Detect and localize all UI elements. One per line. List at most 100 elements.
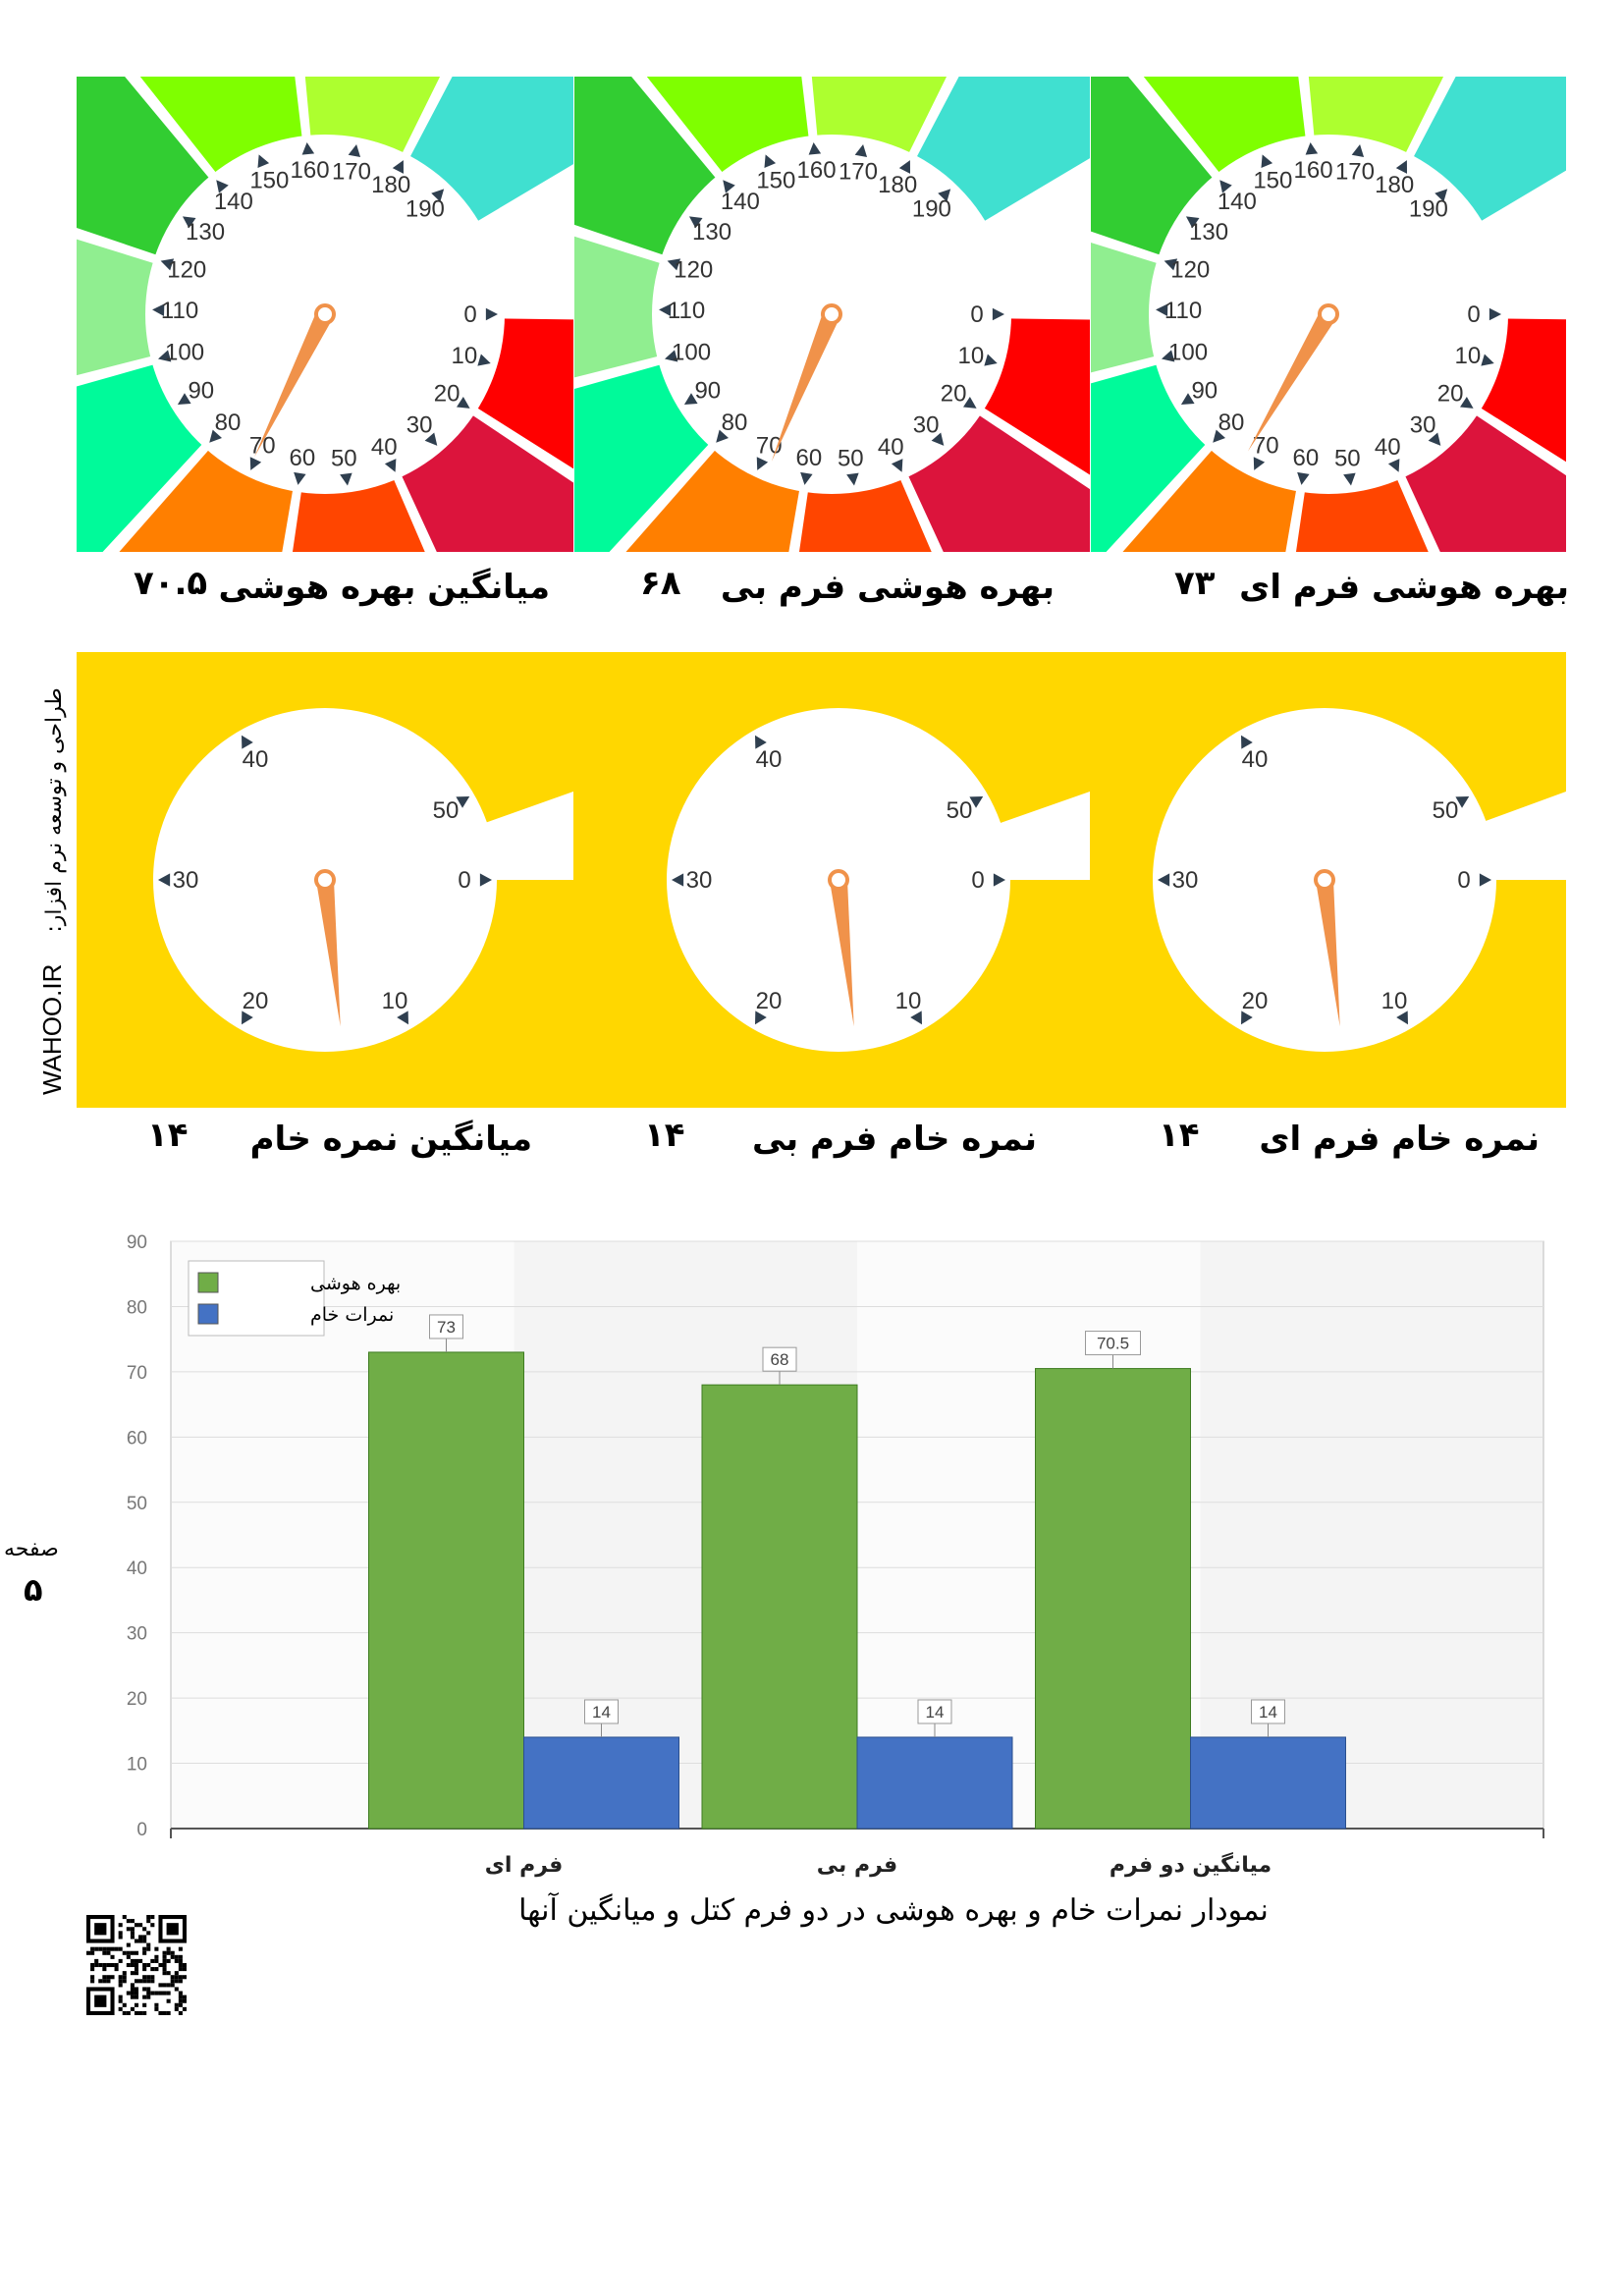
gauge-tick	[209, 429, 223, 443]
gauge-tick-label: 180	[1375, 172, 1414, 198]
gauge-tick-label: 120	[674, 256, 713, 283]
data-label-box	[1085, 1331, 1141, 1356]
gauge-tick	[1219, 180, 1232, 193]
gauge-tick	[294, 471, 306, 485]
page-number: ۵	[24, 1571, 43, 1609]
gauge-tick-label: 90	[188, 377, 214, 404]
gauge-tick	[397, 1011, 408, 1025]
data-label-box	[1251, 1699, 1285, 1724]
gauge-tick	[1161, 350, 1175, 362]
gauge-tick	[152, 303, 165, 317]
y-tick-label: 60	[127, 1428, 147, 1449]
gauge-hub	[1314, 869, 1335, 891]
gauge-tick-label: 0	[971, 867, 984, 894]
plot-band	[1200, 1241, 1543, 1829]
raw-gauge-2-value: ۱۴	[644, 1116, 685, 1155]
credit-text: طراحی و توسعه نرم افزار:	[42, 687, 67, 933]
gauge-tick	[242, 1011, 253, 1025]
gauge-tick	[672, 873, 684, 887]
gauge-tick	[340, 472, 352, 486]
gauge-tick-label: 150	[249, 167, 289, 193]
gauge-tick	[1241, 1011, 1253, 1025]
raw-gauge-1-value: ۱۴	[1159, 1116, 1200, 1155]
gauge-tick	[1213, 429, 1226, 443]
raw-gauge-1-label: نمره خام فرم ای	[1259, 1120, 1540, 1159]
gauge-tick-label: 40	[878, 434, 904, 461]
raw-gauge-3-value: ۱۴	[147, 1116, 189, 1155]
gauge-tick	[1395, 160, 1408, 174]
raw-gauge-1: 0 10 20 30 40 50	[1153, 708, 1566, 1052]
bar-iq	[1035, 1368, 1191, 1830]
gauge-tick-label: 50	[433, 797, 460, 824]
gauge-tick-label: 170	[1335, 158, 1375, 185]
gauge-tick-label: 120	[167, 256, 206, 283]
gauge-tick-label: 100	[165, 339, 204, 365]
gauge-tick-label: 0	[1457, 867, 1470, 894]
category-label: میانگین دو فرم	[1110, 1851, 1272, 1878]
gauge-tick	[485, 307, 498, 321]
gauge-tick	[938, 189, 951, 202]
data-label: 70.5	[1097, 1335, 1129, 1353]
gauge-tick	[993, 873, 1005, 887]
gauge-tick	[384, 459, 397, 472]
gauge-tick-label: 40	[1375, 434, 1401, 461]
bar-raw	[856, 1736, 1013, 1830]
raw-gauge-3-label: میانگین نمره خام	[249, 1120, 532, 1159]
gauge-tick-label: 90	[1191, 377, 1218, 404]
gauge-tick-label: 190	[406, 196, 445, 223]
gauge-tick	[242, 735, 253, 749]
y-tick-label: 40	[127, 1558, 147, 1579]
gauge-tick-label: 120	[1170, 256, 1210, 283]
side-credit: WAHOO.IR طراحی و توسعه نرم افزار:	[37, 545, 68, 1095]
gauge-tick	[910, 1011, 922, 1025]
gauge-tick-label: 80	[1218, 410, 1245, 436]
gauge-tick	[992, 307, 1004, 321]
gauge-tick	[1396, 1011, 1408, 1025]
gauge-tick-label: 30	[686, 867, 713, 894]
y-tick-label: 0	[136, 1820, 147, 1840]
gauge-tick-label: 50	[1433, 797, 1459, 824]
gauge-tick	[1185, 216, 1200, 229]
gauge-tick	[755, 1011, 767, 1025]
site-link[interactable]: WAHOO.IR	[37, 963, 67, 1095]
gauge-tick	[898, 160, 911, 174]
gauge-tick	[457, 396, 470, 409]
chart-caption: نمودار نمرات خام و بهره هوشی در دو فرم ک…	[518, 1893, 1269, 1928]
gauge-tick-label: 20	[1242, 988, 1269, 1014]
gauge-needle	[1247, 309, 1336, 452]
gauge-tick	[963, 396, 977, 409]
y-tick-label: 70	[127, 1363, 147, 1384]
data-label-box	[584, 1699, 619, 1724]
gauge-tick	[1305, 141, 1319, 155]
data-label-box	[762, 1346, 797, 1372]
gauge-tick	[800, 471, 813, 485]
gauge-tick-label: 20	[243, 988, 269, 1014]
gauge-tick-label: 180	[878, 172, 917, 198]
category-label: فرم بی	[817, 1853, 897, 1878]
gauge-tick	[1156, 303, 1168, 317]
gauge-tick	[1428, 432, 1441, 446]
gauge-tick	[667, 258, 681, 271]
gauge-tick-label: 40	[243, 746, 269, 773]
gauge-tick	[431, 189, 445, 202]
legend: بهره هوشی نمرات خام	[188, 1260, 401, 1337]
gauge-tick-label: 160	[1294, 157, 1333, 184]
gauge-tick	[216, 180, 229, 193]
gauge-hub	[821, 303, 842, 325]
gauge-tick	[688, 216, 703, 229]
gauge-tick	[157, 350, 172, 362]
category-label: فرم ای	[485, 1853, 564, 1878]
gauge-tick-label: 50	[331, 446, 357, 472]
gauge-tick	[1481, 354, 1494, 366]
gauge-tick	[1297, 471, 1310, 485]
gauge-hub	[314, 303, 336, 325]
gauge-tick-label: 150	[756, 167, 795, 193]
gauge-tick	[1489, 307, 1501, 321]
iq-gauge-3-label: میانگین بهره هوشی	[218, 568, 550, 607]
y-tick-label: 90	[127, 1232, 147, 1253]
gauge-tick	[1351, 143, 1365, 158]
gauge-tick-label: 130	[692, 219, 731, 246]
gauge-tick	[456, 796, 470, 808]
bar-iq	[368, 1351, 524, 1830]
